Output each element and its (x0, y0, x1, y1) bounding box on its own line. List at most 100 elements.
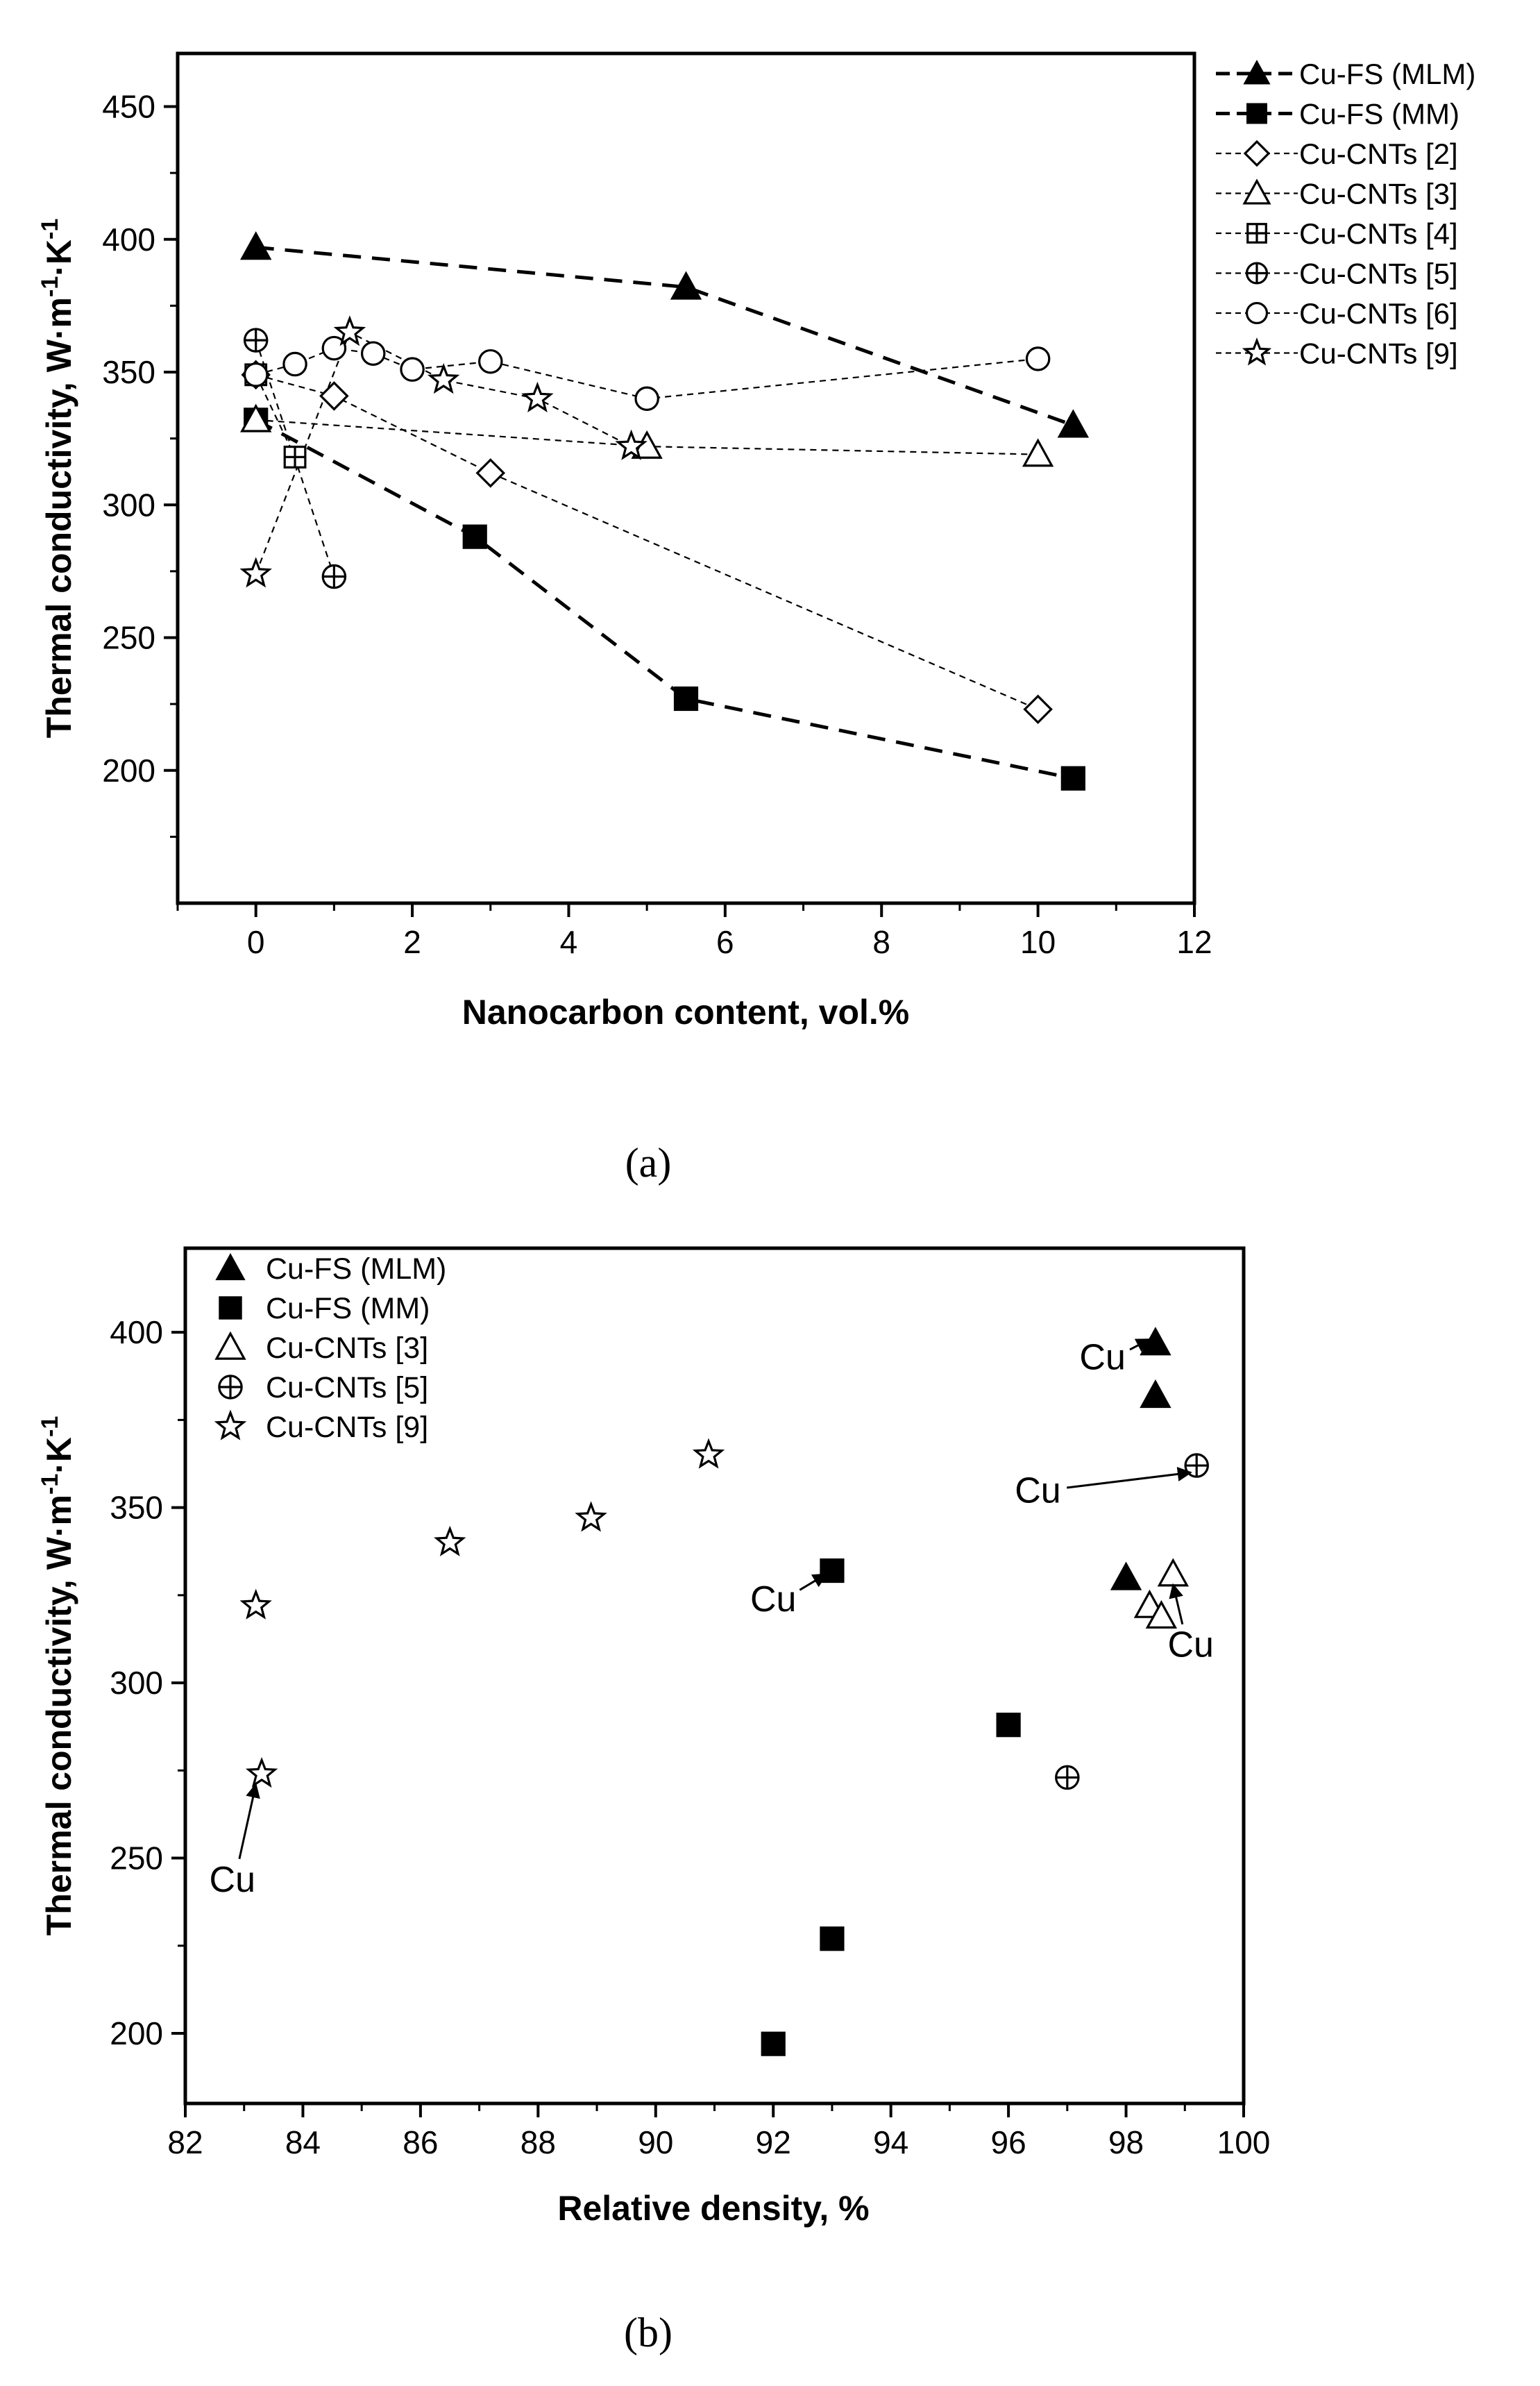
legend-marker (215, 1252, 246, 1281)
panel-b-annotations: Cu Cu Cu Cu Cu (210, 1338, 1214, 1900)
panel-b-x-tick-label: 88 (521, 2124, 556, 2160)
panel-b-markers (239, 1327, 1209, 2056)
panel-b-x-tick-label: 82 (167, 2124, 203, 2160)
legend-marker (214, 1331, 246, 1360)
data-point-cu-cnts-4 (283, 445, 307, 469)
data-point-cu-cnts-9 (692, 1438, 725, 1469)
legend-item-cu-cnts-5: Cu-CNTs [5] (218, 1371, 428, 1404)
data-point-cu-fs-mm (673, 686, 699, 712)
data-point-cu-cnts-2 (1023, 694, 1053, 725)
data-point-cu-fs-mm (1060, 766, 1085, 791)
data-point-cu-cnts-5 (321, 564, 347, 589)
legend-item-cu-cnts-3: Cu-CNTs [3] (1216, 178, 1458, 210)
data-point-cu-cnts-9 (239, 1588, 272, 1620)
data-point-cu-fs-mm (820, 1558, 845, 1583)
annotation-label: Cu (750, 1579, 796, 1620)
panel-a-x-tick-label: 6 (716, 924, 734, 960)
legend-item-cu-cnts-6: Cu-CNTs [6] (1216, 297, 1458, 330)
legend-label: Cu-CNTs [3] (1299, 178, 1458, 210)
annotation-cu: Cu (750, 1573, 828, 1620)
panel-a-markers (239, 231, 1090, 791)
panel-b-x-axis-label: Relative density, % (557, 2189, 869, 2228)
data-point-cu-cnts-3 (240, 403, 272, 432)
panel-b-y-tick-label: 300 (110, 1665, 163, 1701)
data-point-cu-cnts-6 (360, 341, 386, 366)
legend-marker (1245, 301, 1269, 325)
panel-a-legend: Cu-FS (MLM) Cu-FS (MM) Cu-CNTs [2] Cu-CNTs … (1216, 58, 1475, 370)
data-point-cu-cnts-9 (575, 1501, 607, 1532)
panel-a-series-lines (255, 245, 1074, 780)
data-point-cu-cnts-6 (478, 348, 503, 374)
legend-marker (1243, 140, 1271, 167)
data-point-cu-cnts-6 (1025, 346, 1051, 371)
legend-marker (1242, 178, 1271, 205)
panel-a-x-tick-label: 12 (1176, 924, 1212, 960)
data-point-cu-cnts-2 (475, 458, 506, 488)
data-point-cu-cnts-6 (321, 335, 347, 361)
panel-a-x-tick-label: 2 (403, 924, 421, 960)
data-point-cu-cnts-6 (634, 386, 659, 411)
legend-marker (214, 1409, 247, 1440)
data-point-cu-fs-mlm (1057, 409, 1090, 438)
data-point-cu-cnts-3 (1157, 1558, 1189, 1587)
legend-item-cu-cnts-9: Cu-CNTs [9] (1216, 337, 1458, 370)
data-point-cu-fs-mm (820, 1926, 845, 1951)
legend-item-cu-cnts-9: Cu-CNTs [9] (214, 1409, 428, 1444)
panel-a-y-tick-label: 200 (102, 753, 155, 789)
data-point-cu-cnts-2 (319, 381, 349, 411)
panel-b-y-tick-label: 250 (110, 1840, 163, 1876)
data-point-cu-cnts-9 (245, 1756, 278, 1788)
legend-item-cu-fs-mlm: Cu-FS (MLM) (1216, 58, 1475, 90)
panel-b-x-tick-label: 90 (638, 2124, 673, 2160)
legend-label: Cu-FS (MM) (1299, 98, 1459, 131)
annotation-arrow (1067, 1467, 1192, 1489)
data-point-cu-fs-mm (462, 524, 487, 549)
panel-b-x-tick-label: 84 (285, 2124, 321, 2160)
series-line-cu-cnts-4 (255, 374, 296, 457)
annotation-arrow (1129, 1338, 1151, 1352)
legend-label: Cu-CNTs [9] (266, 1411, 428, 1444)
legend-marker (1242, 337, 1272, 366)
data-point-cu-cnts-6 (282, 351, 307, 377)
panel-b-axis-ticks: 82 84 86 88 90 92 94 96 98 100 200 250 300 350 400 (110, 1314, 1270, 2160)
annotation-arrow (238, 1783, 260, 1860)
panel-b-x-tick-label: 92 (756, 2124, 791, 2160)
data-point-cu-cnts-5 (243, 328, 269, 353)
panel-b-x-tick-label: 98 (1108, 2124, 1144, 2160)
legend-label: Cu-FS (MM) (266, 1292, 430, 1325)
data-point-cu-fs-mlm (1140, 1379, 1171, 1409)
legend-label: Cu-FS (MLM) (1299, 58, 1475, 90)
legend-item-cu-cnts-4: Cu-CNTs [4] (1216, 217, 1458, 250)
panel-b-x-tick-label: 94 (873, 2124, 908, 2160)
legend-label: Cu-CNTs [5] (266, 1371, 428, 1404)
data-point-cu-cnts-6 (400, 357, 425, 382)
annotation-label: Cu (1168, 1625, 1214, 1665)
legend-item-cu-cnts-3: Cu-CNTs [3] (214, 1331, 428, 1365)
data-point-cu-cnts-9 (239, 557, 272, 588)
panel-a-x-tick-label: 8 (872, 924, 890, 960)
data-point-cu-fs-mlm (239, 231, 272, 260)
data-point-cu-cnts-5 (1055, 1765, 1080, 1790)
series-line-cu-fs-mlm (255, 245, 1074, 427)
legend-item-cu-fs-mlm: Cu-FS (MLM) (215, 1252, 446, 1286)
panel-a-y-tick-label: 450 (102, 89, 155, 125)
data-point-cu-fs-mm (761, 2031, 786, 2056)
annotation-label: Cu (210, 1860, 255, 1900)
annotation-label: Cu (1015, 1470, 1060, 1511)
legend-label: Cu-CNTs [5] (1299, 258, 1458, 290)
data-point-cu-cnts-6 (243, 362, 269, 387)
legend-label: Cu-CNTs [6] (1299, 297, 1458, 330)
panel-a-x-tick-label: 0 (247, 924, 265, 960)
panel-a-caption: (a) (625, 1140, 672, 1186)
panel-a-axis-ticks: 0 2 4 6 8 10 12 200 250 300 350 400 450 (102, 89, 1212, 961)
legend-item-cu-fs-mm: Cu-FS (MM) (219, 1292, 430, 1325)
legend-marker (1243, 60, 1271, 85)
annotation-arrow (1169, 1583, 1184, 1625)
annotation-arrow (799, 1573, 828, 1591)
annotation-label: Cu (1079, 1338, 1125, 1378)
panel-b-y-tick-label: 400 (110, 1314, 163, 1350)
data-point-cu-cnts-9 (333, 315, 366, 346)
data-point-cu-fs-mlm (1110, 1561, 1142, 1590)
